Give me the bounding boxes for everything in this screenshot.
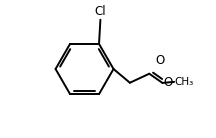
Text: O: O: [163, 76, 172, 89]
Text: Cl: Cl: [95, 5, 106, 18]
Text: CH₃: CH₃: [175, 77, 194, 87]
Text: O: O: [156, 54, 165, 67]
